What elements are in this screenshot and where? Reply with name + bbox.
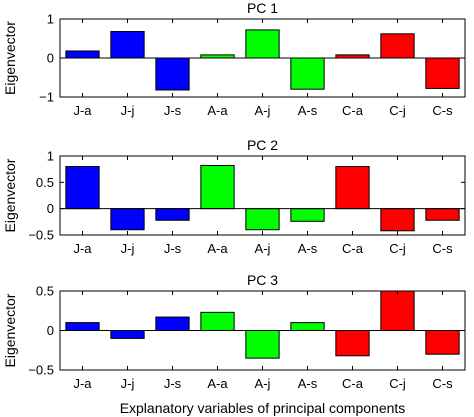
x-tick-label: C-j <box>389 103 406 118</box>
bar-a-j <box>245 208 280 231</box>
x-tick-label: A-j <box>255 103 271 118</box>
x-tick-label: A-a <box>207 241 228 256</box>
bar-j-s <box>155 208 190 221</box>
bar-c-j <box>380 33 415 59</box>
bar-a-a <box>200 164 235 210</box>
x-tick-label: J-a <box>73 241 92 256</box>
bar-j-j <box>110 330 145 339</box>
x-tick-label: J-j <box>121 241 135 256</box>
x-tick-label: J-j <box>121 376 135 391</box>
y-tick-label: 0 <box>47 51 54 66</box>
panel-title: PC 1 <box>247 0 278 16</box>
x-tick-label: J-s <box>164 376 182 391</box>
y-tick-label: 1 <box>47 12 54 27</box>
bar-j-j <box>110 30 145 59</box>
x-tick-label: C-s <box>432 376 453 391</box>
x-tick-label: A-s <box>298 376 318 391</box>
bar-j-a <box>65 166 100 210</box>
x-tick-label: A-a <box>207 103 228 118</box>
x-tick-label: A-s <box>298 103 318 118</box>
bar-j-a <box>65 322 100 332</box>
bar-a-s <box>290 322 325 332</box>
bar-a-s <box>290 57 325 90</box>
x-tick-label: C-a <box>342 103 364 118</box>
y-tick-label: 0 <box>47 323 54 338</box>
bar-j-j <box>110 208 145 231</box>
y-tick-label: −1 <box>39 90 54 105</box>
y-axis-label: Eigenvector <box>2 293 18 367</box>
bar-j-s <box>155 57 190 91</box>
x-tick-label: C-a <box>342 376 364 391</box>
y-tick-label: 0.5 <box>36 175 54 190</box>
panel-title: PC 2 <box>247 137 278 153</box>
bar-a-j <box>245 330 280 359</box>
x-tick-label: J-j <box>121 103 135 118</box>
bar-j-s <box>155 316 190 332</box>
bar-c-s <box>425 208 460 221</box>
bar-c-s <box>425 57 460 89</box>
x-tick-label: A-j <box>255 241 271 256</box>
x-tick-label: J-a <box>73 103 92 118</box>
y-tick-label: −0.5 <box>28 228 54 243</box>
x-tick-label: A-a <box>207 376 228 391</box>
bar-c-a <box>335 166 370 210</box>
bar-j-a <box>65 50 100 59</box>
x-tick-label: C-s <box>432 241 453 256</box>
bar-c-s <box>425 330 460 355</box>
y-tick-label: −0.5 <box>28 363 54 378</box>
bar-a-a <box>200 311 235 331</box>
panel-title: PC 3 <box>247 272 278 288</box>
x-axis-label: Explanatory variables of principal compo… <box>120 400 406 416</box>
y-tick-label: 0.5 <box>36 284 54 299</box>
x-tick-label: C-j <box>389 241 406 256</box>
x-tick-label: J-s <box>164 103 182 118</box>
y-axis-label: Eigenvector <box>2 158 18 232</box>
x-tick-label: C-a <box>342 241 364 256</box>
x-tick-label: C-j <box>389 376 406 391</box>
x-tick-label: J-s <box>164 241 182 256</box>
x-tick-label: C-s <box>432 103 453 118</box>
y-tick-label: 0 <box>47 201 54 216</box>
x-tick-label: J-a <box>73 376 92 391</box>
bar-a-s <box>290 208 325 222</box>
y-axis-label: Eigenvector <box>2 21 18 95</box>
bar-a-j <box>245 29 280 59</box>
x-tick-label: A-j <box>255 376 271 391</box>
bar-c-j <box>380 208 415 232</box>
y-tick-label: 1 <box>47 149 54 164</box>
bar-c-a <box>335 330 370 357</box>
x-tick-label: A-s <box>298 241 318 256</box>
bar-c-j <box>380 290 415 331</box>
